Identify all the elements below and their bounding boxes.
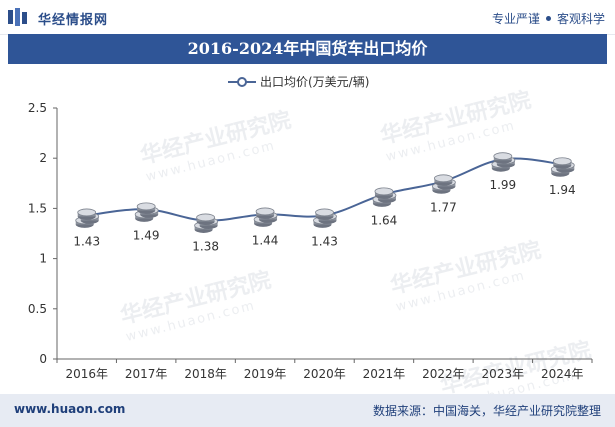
data-label: 1.99 <box>489 178 516 192</box>
data-point-coin-icon <box>194 213 219 233</box>
x-tick-label: 2017年 <box>125 367 168 381</box>
x-tick-label: 2021年 <box>363 367 406 381</box>
x-tick-label: 2016年 <box>65 367 108 381</box>
data-point-coin-icon <box>372 187 397 207</box>
x-tick-label: 2024年 <box>541 367 584 381</box>
slogan: 专业严谨 客观科学 <box>492 10 605 27</box>
line-chart: 出口均价(万美元/辆) 0 0.5 1 1.5 2 2.5 2016年 2017年 2018年 2… <box>28 75 593 381</box>
x-tick-label: 2020年 <box>303 367 346 381</box>
data-label: 1.49 <box>133 228 160 242</box>
x-tick-label: 2018年 <box>184 367 227 381</box>
data-label: 1.77 <box>430 200 457 214</box>
slogan-left: 专业严谨 <box>491 12 540 26</box>
data-point-coin-icon <box>491 152 516 172</box>
y-tick-label: 1 <box>39 252 47 266</box>
y-tick-label: 1.5 <box>28 201 47 215</box>
y-tick-label: 2.5 <box>28 101 47 115</box>
data-point-coin-icon <box>550 157 575 177</box>
footer-source: 数据来源：中国海关，华经产业研究院整理 <box>372 404 601 418</box>
footer: www.huaon.com 数据来源：中国海关，华经产业研究院整理 <box>0 394 615 427</box>
legend: 出口均价(万美元/辆) <box>228 75 369 89</box>
data-label: 1.38 <box>192 239 219 253</box>
data-point-coin-icon <box>313 208 337 228</box>
data-point-coin-icon <box>134 202 159 222</box>
y-tick-label: 0 <box>39 352 47 366</box>
x-tick-label: 2019年 <box>244 367 287 381</box>
data-point-coin-icon <box>431 174 456 194</box>
legend-label: 出口均价(万美元/辆) <box>260 75 369 89</box>
footer-site-link[interactable]: www.huaon.com <box>14 402 126 416</box>
data-point-coin-icon <box>253 207 278 227</box>
dot-separator-icon <box>545 16 551 21</box>
data-label: 1.44 <box>252 233 279 247</box>
x-tick-label: 2023年 <box>482 367 525 381</box>
chart-title: 2016-2024年中国货车出口均价 <box>8 34 607 64</box>
data-label: 1.43 <box>73 234 100 248</box>
data-point-coin-icon <box>75 208 100 228</box>
data-label: 1.64 <box>371 213 398 227</box>
legend-marker-icon <box>237 77 247 87</box>
brand-name: 华经情报网 <box>38 13 109 28</box>
top-bar: 华经情报网 专业严谨 客观科学 <box>0 0 615 35</box>
logo-icon <box>8 8 27 26</box>
y-tick-label: 0.5 <box>28 302 47 316</box>
x-tick-label: 2022年 <box>422 367 465 381</box>
data-label: 1.94 <box>549 183 576 197</box>
data-label: 1.43 <box>311 234 338 248</box>
y-tick-label: 2 <box>39 151 47 165</box>
slogan-right: 客观科学 <box>556 12 605 26</box>
